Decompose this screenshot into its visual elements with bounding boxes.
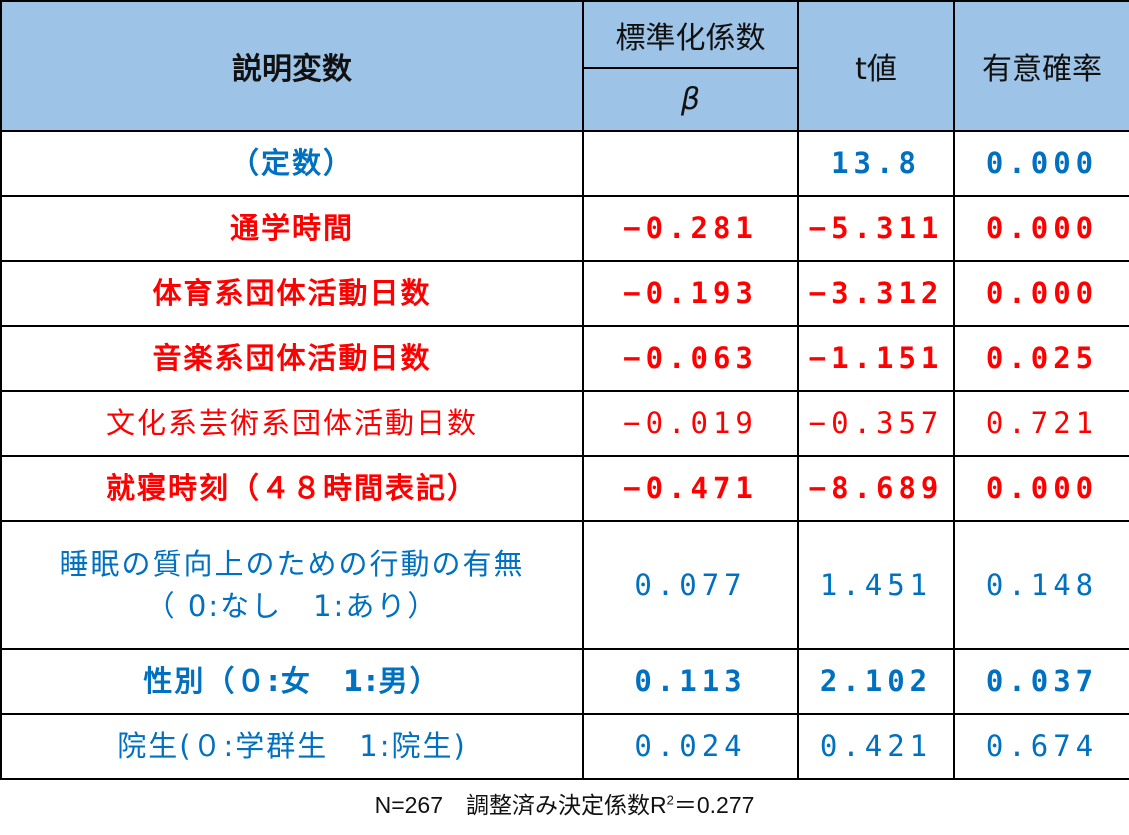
label-cell: 文化系芸術系団体活動日数 [0, 390, 584, 457]
value-cell: 0.025 [953, 325, 1129, 392]
header-row: β [1, 67, 1129, 132]
value-cell: −0.357 [797, 390, 955, 457]
footer-sup: 2 [666, 792, 674, 808]
value-cell: −0.471 [582, 455, 799, 522]
table-row: （定数） 13.8 0.000 [0, 130, 1129, 197]
table-row: 院生(０:学群生 1:院生) 0.024 0.421 0.674 [0, 713, 1129, 780]
header-cell: 説明変数 [0, 0, 584, 132]
table-row: 就寝時刻（４８時間表記） −0.471 −8.689 0.000 [0, 455, 1129, 522]
value-cell: 13.8 [797, 130, 955, 197]
value-cell: 0.674 [953, 713, 1129, 780]
label-cell: 就寝時刻（４８時間表記） [0, 455, 584, 522]
header-cell: 有意確率 [953, 0, 1129, 132]
value-cell: −0.193 [582, 260, 799, 327]
label-cell: 性別（０:女 1:男） [0, 648, 584, 715]
label-cell: 睡眠の質向上のための行動の有無 （ 0:なし 1:あり） [0, 520, 584, 650]
table-row: 睡眠の質向上のための行動の有無 （ 0:なし 1:あり） 0.077 1.451 0.1… [0, 520, 1129, 650]
value-cell: −3.312 [797, 260, 955, 327]
value-cell [582, 130, 799, 197]
value-cell: −1.151 [797, 325, 955, 392]
value-cell: 1.451 [797, 520, 955, 650]
label-cell: 院生(０:学群生 1:院生) [0, 713, 584, 780]
label-cell: 体育系団体活動日数 [0, 260, 584, 327]
value-cell: −8.689 [797, 455, 955, 522]
value-cell: 0.000 [953, 195, 1129, 262]
footer-note: N=267 調整済み決定係数R2＝0.277 [0, 786, 1129, 820]
header-cell: t値 [797, 0, 955, 132]
regression-table: 説明変数 標準化係数 t値 有意確率 β （定数） 13.8 0.000 通学時間 −0… [0, 0, 1129, 780]
label-cell: （定数） [0, 130, 584, 197]
value-cell: 0.000 [953, 455, 1129, 522]
value-cell: 0.000 [953, 260, 1129, 327]
footer-text: ＝0.277 [673, 792, 755, 818]
table-row: 文化系芸術系団体活動日数 −0.019 −0.357 0.721 [0, 390, 1129, 457]
label-line: 睡眠の質向上のための行動の有無 [59, 546, 525, 581]
table-row: 性別（０:女 1:男） 0.113 2.102 0.037 [0, 648, 1129, 715]
header-row: 説明変数 標準化係数 t値 有意確率 [0, 0, 1129, 132]
label-cell: 音楽系団体活動日数 [0, 325, 584, 392]
value-cell: −5.311 [797, 195, 955, 262]
value-cell: 0.037 [953, 648, 1129, 715]
header-cell: 標準化係数 [582, 0, 799, 69]
header-cell: β [582, 67, 799, 132]
label-line: （ 0:なし 1:あり） [145, 589, 439, 623]
value-cell: 0.421 [797, 713, 955, 780]
table-row: 通学時間 −0.281 −5.311 0.000 [0, 195, 1129, 262]
value-cell: 2.102 [797, 648, 955, 715]
value-cell: 0.024 [582, 713, 799, 780]
label-cell: 通学時間 [0, 195, 584, 262]
value-cell: 0.721 [953, 390, 1129, 457]
table-body: （定数） 13.8 0.000 通学時間 −0.281 −5.311 0.000 体育系団体活… [0, 130, 1129, 780]
value-cell: 0.148 [953, 520, 1129, 650]
value-cell: 0.000 [953, 130, 1129, 197]
value-cell: −0.019 [582, 390, 799, 457]
value-cell: 0.113 [582, 648, 799, 715]
value-cell: −0.063 [582, 325, 799, 392]
value-cell: 0.077 [582, 520, 799, 650]
value-cell: −0.281 [582, 195, 799, 262]
footer-text: N=267 調整済み決定係数R [374, 792, 667, 818]
table-row: 音楽系団体活動日数 −0.063 −1.151 0.025 [0, 325, 1129, 392]
table-row: 体育系団体活動日数 −0.193 −3.312 0.000 [0, 260, 1129, 327]
